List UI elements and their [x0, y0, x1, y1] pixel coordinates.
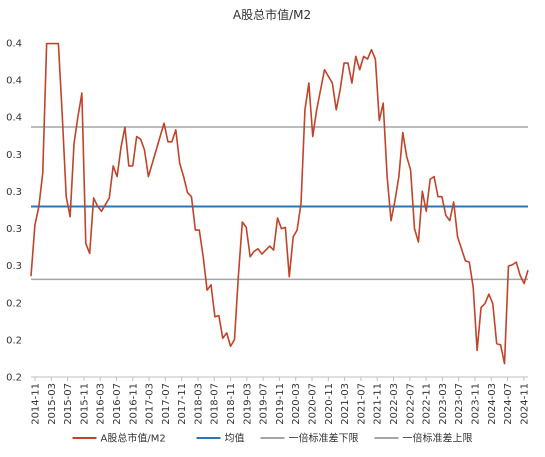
x-tick-label: 2020-03	[291, 383, 302, 425]
x-tick-label: 2019-07	[259, 383, 270, 425]
y-tick-label: 0.3	[6, 224, 22, 235]
x-tick-label: 2024-11	[519, 383, 530, 425]
x-tick-label: 2019-11	[275, 383, 286, 425]
x-tick-label: 2018-03	[193, 383, 204, 425]
x-tick-label: 2023-03	[438, 383, 449, 425]
x-tick-label: 2016-11	[128, 383, 139, 425]
legend: A股总市值/M2 均值 一倍标准差下限 一倍标准差上限	[72, 432, 473, 445]
x-tick-label: 2021-11	[373, 383, 384, 425]
x-tick-label: 2016-03	[96, 383, 107, 425]
x-tick-label: 2017-07	[161, 383, 172, 425]
x-tick-label: 2017-03	[145, 383, 156, 425]
x-tick-label: 2022-03	[389, 383, 400, 425]
reference-lines	[31, 126, 528, 281]
x-axis-ticks: 2014-11 2015-03 2015-07 2015-11 2016-03 2016-…	[31, 377, 530, 425]
y-tick-label: 0.3	[6, 261, 22, 272]
x-tick-label: 2023-11	[470, 383, 481, 425]
legend-label: A股总市值/M2	[101, 432, 166, 445]
series-line	[30, 42, 529, 365]
y-tick-label: 0.3	[6, 150, 22, 161]
x-tick-label: 2022-11	[422, 383, 433, 425]
y-tick-label: 0.2	[6, 373, 22, 384]
y-tick-label: 0.4	[6, 113, 22, 124]
legend-label: 一倍标准差上限	[403, 432, 473, 445]
y-tick-label: 0.4	[6, 39, 22, 50]
y-tick-label: 0.4	[6, 76, 22, 87]
x-tick-label: 2016-07	[112, 383, 123, 425]
x-tick-label: 2015-07	[63, 383, 74, 425]
x-tick-label: 2018-07	[210, 383, 221, 425]
x-tick-label: 2024-03	[487, 383, 498, 425]
x-tick-label: 2014-11	[31, 383, 42, 425]
x-tick-label: 2018-11	[226, 383, 237, 425]
x-tick-label: 2021-03	[340, 383, 351, 425]
x-tick-label: 2023-07	[454, 383, 465, 425]
x-tick-label: 2024-07	[503, 383, 514, 425]
y-tick-label: 0.3	[6, 187, 22, 198]
x-tick-label: 2020-07	[308, 383, 319, 425]
y-tick-label: 0.2	[6, 298, 22, 309]
chart-title: A股总市值/M2	[233, 7, 311, 22]
y-tick-label: 0.2	[6, 335, 22, 346]
x-tick-label: 2015-11	[79, 383, 90, 425]
series-market-cap-m2	[30, 42, 529, 365]
x-tick-label: 2017-11	[177, 383, 188, 425]
legend-label: 均值	[225, 432, 245, 445]
x-tick-label: 2020-11	[324, 383, 335, 425]
y-axis-ticks: 0.4 0.4 0.4 0.3 0.3 0.3 0.3 0.2 0.2 0.2	[6, 39, 22, 384]
legend-label: 一倍标准差下限	[289, 432, 359, 445]
x-tick-label: 2015-03	[47, 383, 58, 425]
x-tick-label: 2019-03	[242, 383, 253, 425]
x-tick-label: 2021-07	[356, 383, 367, 425]
x-tick-label: 2022-07	[405, 383, 416, 425]
